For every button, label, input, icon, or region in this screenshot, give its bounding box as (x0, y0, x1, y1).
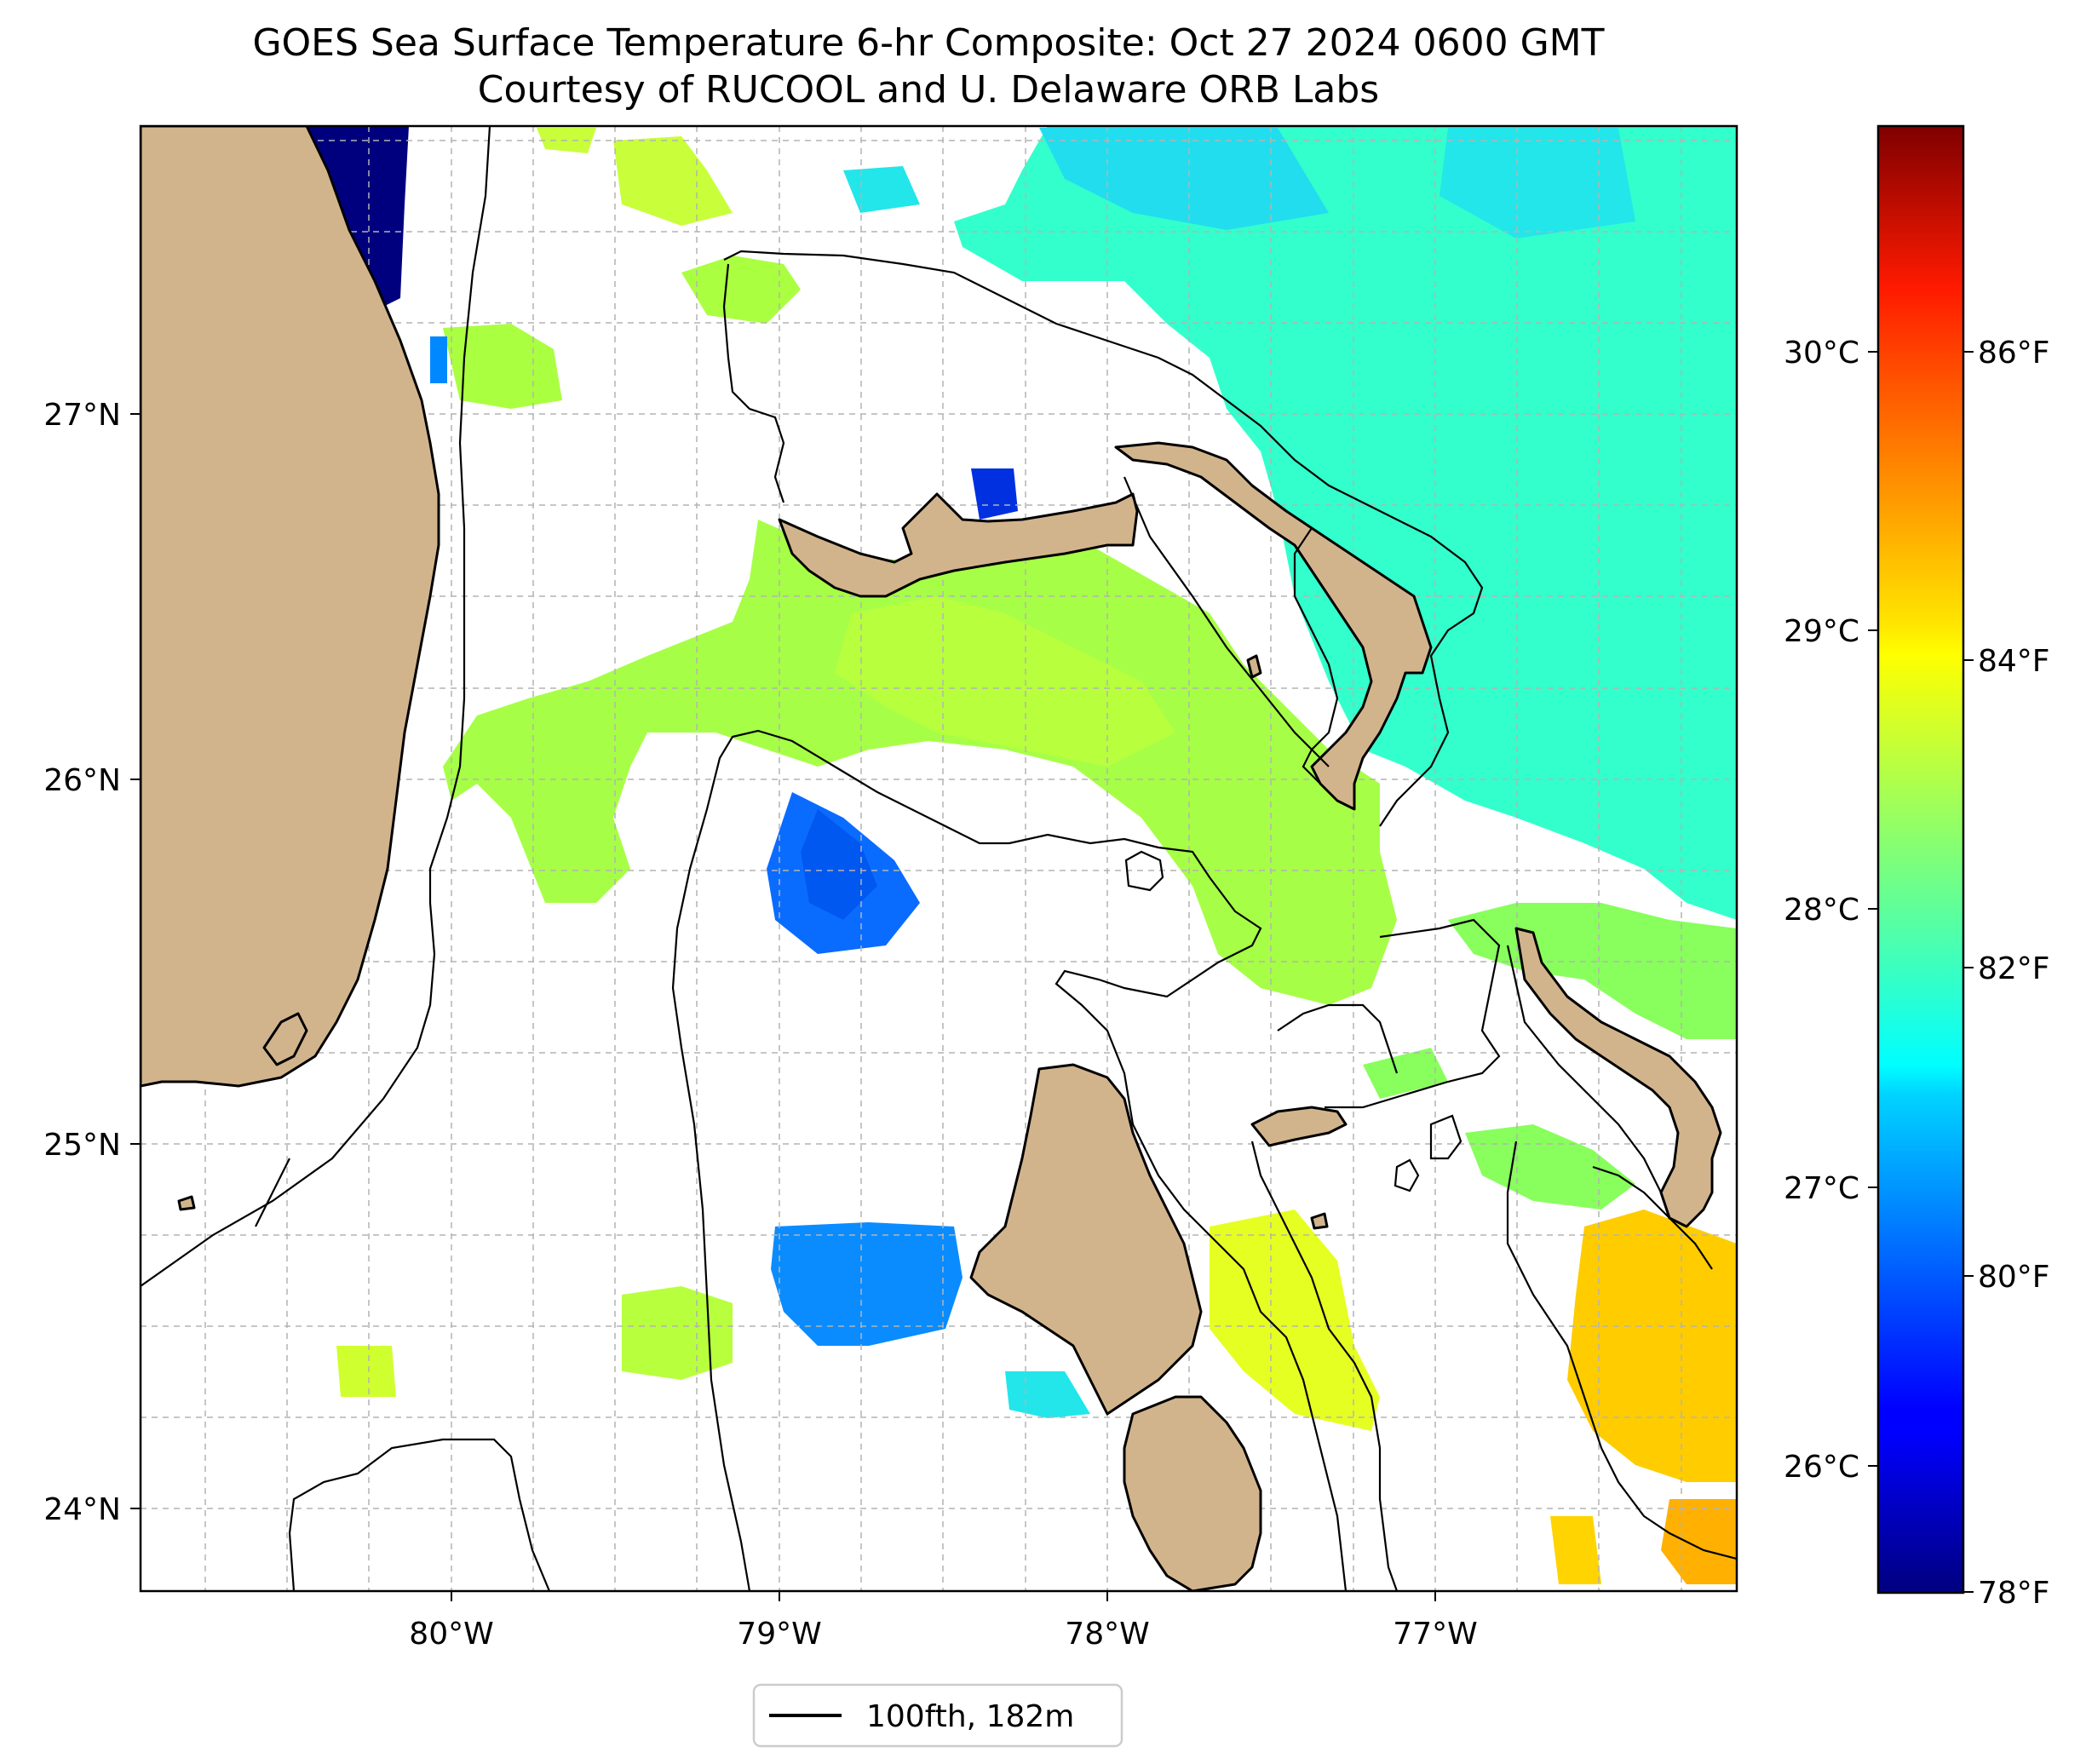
celsius-label: 28°C (1784, 893, 1859, 928)
colorbar: 30°C 29°C 28°C 27°C 26°C 86°F 84°F 82°F … (1784, 124, 2050, 1611)
celsius-label: 29°C (1784, 614, 1859, 649)
fahrenheit-label: 80°F (1978, 1260, 2050, 1295)
celsius-label: 30°C (1784, 336, 1859, 371)
land (141, 126, 1722, 1591)
fahrenheit-label: 82°F (1978, 951, 2050, 986)
lon-label: 78°W (1065, 1617, 1149, 1652)
map-subtitle: Courtesy of RUCOOL and U. Delaware ORB L… (477, 68, 1380, 112)
lat-label: 27°N (43, 398, 121, 433)
celsius-label: 27°C (1784, 1171, 1859, 1206)
map-area (141, 126, 1737, 1591)
map-title: GOES Sea Surface Temperature 6-hr Compos… (252, 21, 1605, 65)
map-frame (139, 124, 1738, 1593)
legend-label: 100fth, 182m (866, 1699, 1074, 1734)
latitude-labels: 27°N 26°N 25°N 24°N (43, 398, 121, 1527)
lon-label: 80°W (409, 1617, 493, 1652)
colorbar-celsius-labels: 30°C 29°C 28°C 27°C 26°C (1784, 336, 1859, 1485)
fahrenheit-label: 78°F (1978, 1576, 2050, 1611)
isobath-100fth (141, 126, 1737, 1591)
lon-label: 79°W (737, 1617, 821, 1652)
colorbar-fahrenheit-labels: 86°F 84°F 82°F 80°F 78°F (1978, 336, 2050, 1611)
lon-label: 77°W (1393, 1617, 1477, 1652)
lat-label: 26°N (43, 763, 121, 798)
legend: 100fth, 182m (752, 1683, 1123, 1748)
lat-label: 25°N (43, 1128, 121, 1163)
longitude-labels: 80°W 79°W 78°W 77°W (409, 1617, 1477, 1652)
colorbar-gradient (1876, 124, 1965, 1594)
fahrenheit-label: 84°F (1978, 644, 2050, 679)
colorbar-ticks (1868, 351, 1974, 1593)
fahrenheit-label: 86°F (1978, 336, 2050, 371)
axis-ticks (130, 413, 1436, 1601)
sst-patches (149, 126, 1737, 1584)
celsius-label: 26°C (1784, 1450, 1859, 1485)
legend-box (752, 1683, 1123, 1748)
lat-label: 24°N (43, 1492, 121, 1527)
